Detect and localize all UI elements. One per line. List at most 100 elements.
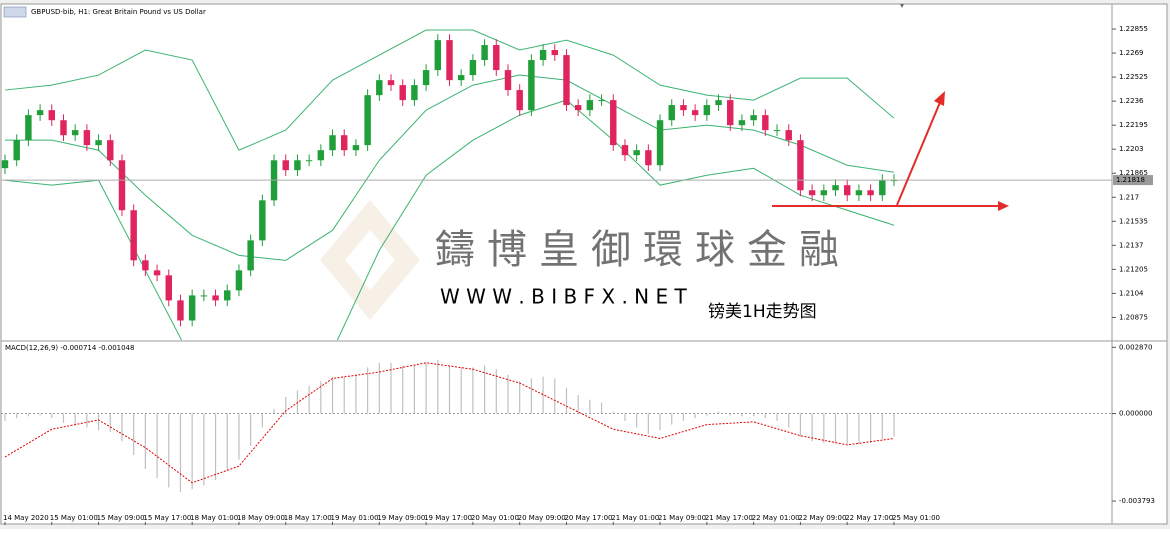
- annotation: 镑美1H走势图: [708, 302, 817, 322]
- candle-body: [516, 90, 523, 111]
- candle-body: [750, 115, 757, 121]
- y-tick-label: 1.22525: [1119, 73, 1148, 81]
- candle-body: [808, 190, 816, 196]
- candle-body: [832, 185, 839, 191]
- candle-body: [645, 150, 652, 166]
- candle-body: [820, 190, 828, 196]
- candle-body: [551, 50, 558, 56]
- x-tick-label: 22 May 17:00: [845, 514, 893, 522]
- candle-body: [879, 180, 886, 196]
- candle-body: [282, 160, 289, 171]
- x-tick-label: 15 May 01:00: [50, 514, 98, 522]
- candle-body: [387, 80, 395, 86]
- candle-body: [411, 85, 418, 101]
- candle-body: [762, 115, 769, 131]
- y-tick-label: -0.003793: [1119, 497, 1155, 505]
- x-tick-label: 25 May 01:00: [892, 514, 940, 522]
- y-tick-label: 1.21865: [1119, 169, 1148, 177]
- window-icon: [3, 6, 27, 18]
- macd-panel: [4, 360, 895, 492]
- candle-body: [797, 140, 804, 191]
- x-tick-label: 20 May 01:00: [471, 514, 519, 522]
- candle-body: [493, 45, 500, 71]
- candle-body: [142, 260, 149, 271]
- candle-body: [621, 145, 629, 156]
- candle-body: [235, 270, 243, 291]
- candle-body: [539, 50, 547, 61]
- candle-body: [843, 185, 851, 196]
- candle-body: [399, 85, 406, 101]
- candle-body: [305, 160, 313, 162]
- x-tick-label: 18 May 09:00: [237, 514, 285, 522]
- y-tick-label: 1.22855: [1119, 25, 1148, 33]
- arrow-up: [896, 99, 942, 206]
- candle-body: [376, 80, 383, 96]
- x-tick-label: 21 May 09:00: [658, 514, 706, 522]
- candle-body: [598, 100, 605, 102]
- candle-body: [188, 295, 196, 321]
- candle-body: [224, 290, 231, 301]
- candle-body: [633, 150, 640, 156]
- y-tick-label: 1.2104: [1119, 289, 1144, 297]
- candle-body: [422, 70, 430, 86]
- candle-body: [153, 270, 161, 276]
- x-tick-label: 15 May 09:00: [97, 514, 145, 522]
- candle-body: [610, 100, 617, 146]
- candle-body: [457, 75, 465, 81]
- x-tick-label: 21 May 01:00: [611, 514, 659, 522]
- candle-body: [738, 120, 746, 126]
- y-tick-label: 1.22195: [1119, 121, 1148, 129]
- y-tick-label: 0.000000: [1119, 410, 1152, 418]
- candle-body: [107, 140, 114, 161]
- y-tick-label: 1.21205: [1119, 265, 1148, 273]
- candle-body: [855, 190, 863, 196]
- candle-body: [773, 130, 781, 132]
- candle-body: [528, 60, 535, 111]
- candle-body: [469, 60, 477, 76]
- candle-body: [364, 95, 371, 146]
- y-tick-label: 1.20875: [1119, 313, 1148, 321]
- candle-body: [259, 200, 266, 241]
- x-tick-label: 22 May 09:00: [798, 514, 846, 522]
- x-tick-label: 14 May 2020: [3, 514, 49, 522]
- chart-title: GBPUSD-bib, H1: Great Britain Pound vs U…: [31, 8, 206, 16]
- macd-signal: [4, 362, 895, 484]
- candle-body: [118, 160, 126, 211]
- y-tick-label: 1.2236: [1119, 97, 1144, 105]
- x-tick-label: 18 May 17:00: [284, 514, 332, 522]
- candle-body: [656, 120, 664, 166]
- candle-body: [294, 160, 301, 171]
- candle-body: [785, 130, 792, 141]
- candle-body: [715, 100, 722, 106]
- candle-body: [36, 110, 44, 116]
- x-tick-label: 20 May 09:00: [518, 514, 566, 522]
- candle-body: [1, 160, 9, 169]
- candle-body: [341, 135, 348, 151]
- candle-body: [48, 110, 56, 121]
- marks: 1.22855 1.2269 1.22525 1.2236 1.22195 1.2203 1…: [1, 25, 1155, 525]
- current-price-label: 1.21818: [1116, 176, 1145, 184]
- watermark-logo: [320, 200, 420, 320]
- candle-body: [317, 150, 325, 161]
- bollinger-band: [4, 29, 895, 151]
- chart-frame: [0, 3, 1168, 525]
- candle-body: [481, 45, 488, 61]
- arrow-head: [998, 201, 1009, 211]
- candle-body: [434, 40, 442, 71]
- candle-body: [247, 240, 254, 271]
- candle-body: [165, 275, 172, 301]
- shift-marker: [900, 4, 904, 8]
- candle-body: [212, 295, 219, 301]
- candle-body: [867, 190, 874, 196]
- y-tick-label: 0.002870: [1119, 343, 1152, 351]
- x-tick-label: 19 May 01:00: [331, 514, 379, 522]
- arrow-head: [934, 91, 945, 106]
- candle-body: [574, 105, 582, 111]
- candle-body: [177, 300, 184, 321]
- candle-body: [352, 145, 360, 151]
- macd-title: MACD(12,26,9) -0.000714 -0.001048: [5, 344, 134, 352]
- candle-body: [703, 105, 711, 116]
- candle-body: [446, 40, 453, 81]
- watermark-url: W W W . B I B F X . N E T: [440, 285, 687, 309]
